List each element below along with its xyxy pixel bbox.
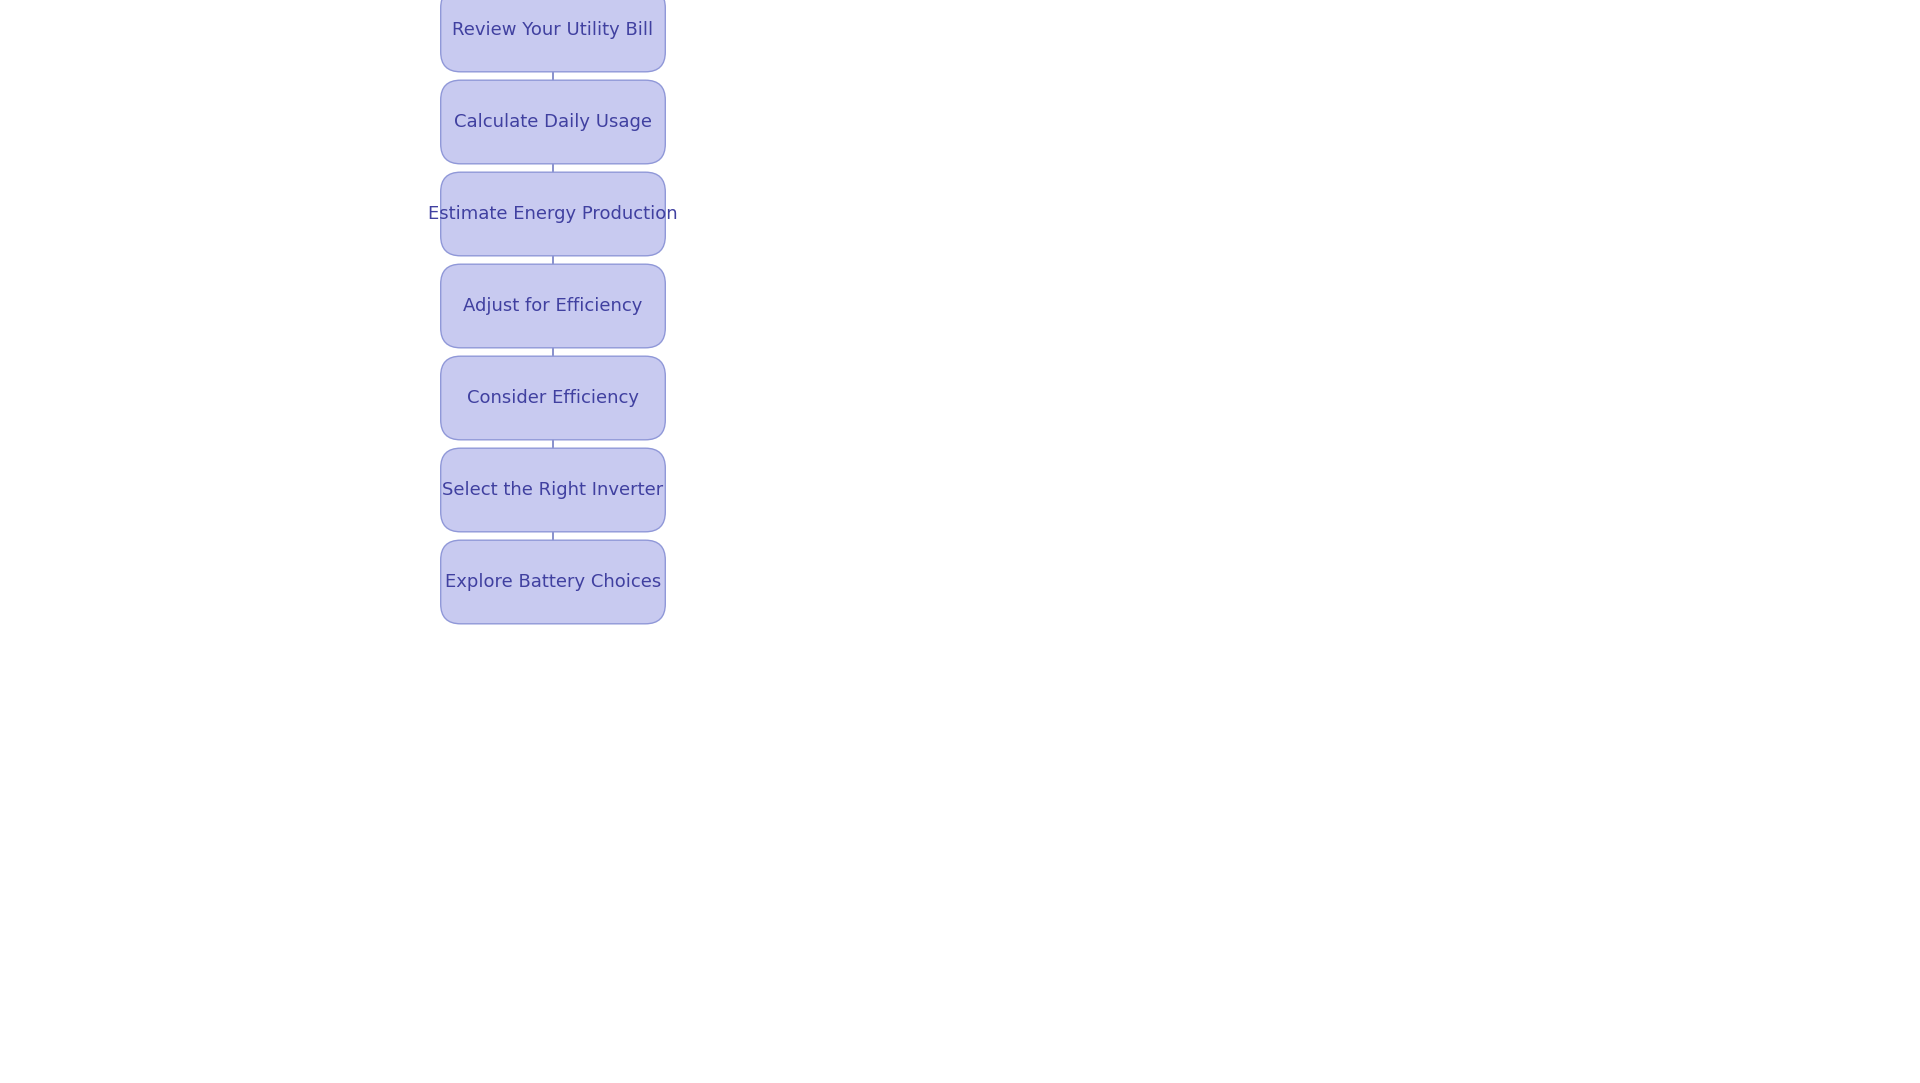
Text: Adjust for Efficiency: Adjust for Efficiency (463, 297, 643, 315)
Text: Explore Battery Choices: Explore Battery Choices (445, 573, 660, 591)
Text: Estimate Energy Production: Estimate Energy Production (428, 205, 678, 223)
FancyBboxPatch shape (442, 356, 666, 440)
FancyBboxPatch shape (442, 0, 666, 71)
FancyBboxPatch shape (442, 448, 666, 532)
Text: Consider Efficiency: Consider Efficiency (467, 389, 639, 407)
Text: Review Your Utility Bill: Review Your Utility Bill (453, 21, 653, 39)
FancyBboxPatch shape (442, 264, 666, 348)
FancyBboxPatch shape (442, 80, 666, 164)
Text: Select the Right Inverter: Select the Right Inverter (442, 481, 664, 499)
Text: Calculate Daily Usage: Calculate Daily Usage (453, 113, 653, 131)
FancyBboxPatch shape (442, 172, 666, 256)
FancyBboxPatch shape (442, 540, 666, 624)
